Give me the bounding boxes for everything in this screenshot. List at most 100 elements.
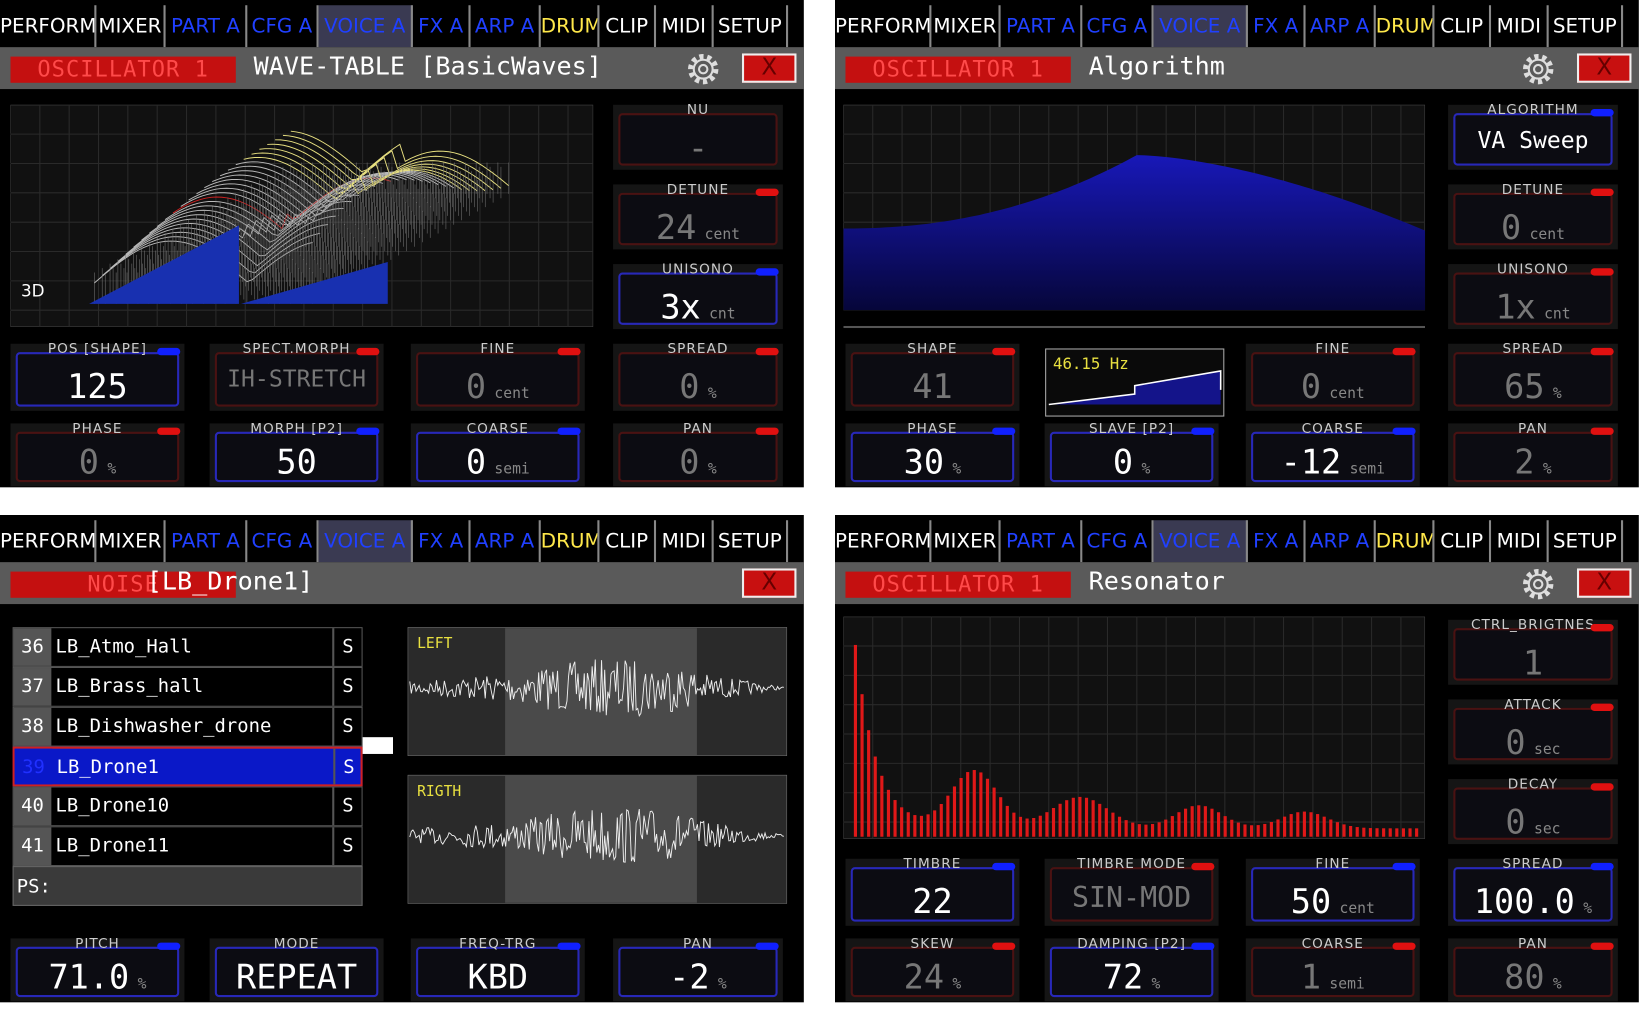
settings-icon[interactable]	[1521, 567, 1555, 601]
nav-tab[interactable]: CFG A	[247, 5, 319, 48]
control-cell[interactable]: SPREAD 0%	[613, 342, 783, 411]
control-cell[interactable]: DECAY 0 sec	[1448, 777, 1618, 845]
control-cell[interactable]: PAN -2%	[613, 936, 783, 1002]
nav-tab[interactable]: MIDI	[1491, 520, 1549, 563]
nav-tab[interactable]: VOICE A	[318, 5, 413, 48]
sample-row[interactable]: 40 LB_Drone10 S	[12, 786, 363, 827]
sample-row[interactable]: 39 LB_Drone1 S	[12, 746, 363, 787]
nav-tab[interactable]: FX A	[1248, 5, 1306, 48]
control-cell[interactable]: FINE 50 cent	[1245, 857, 1420, 926]
nav-tab[interactable]: PART A	[1001, 5, 1083, 48]
nav-tab[interactable]: DRUM	[1376, 5, 1435, 48]
nav-tab[interactable]: PERFORM	[835, 520, 932, 563]
nav-tab[interactable]: CFG A	[1082, 5, 1154, 48]
close-button[interactable]: X	[1576, 568, 1632, 598]
nav-tab[interactable]: FX A	[1248, 520, 1306, 563]
spectrum-bar	[1091, 800, 1095, 837]
control-value: 0	[1300, 366, 1322, 407]
control-cell[interactable]: SPREAD 65%	[1448, 342, 1618, 411]
sample-flag: S	[332, 668, 361, 706]
nav-tab[interactable]: CFG A	[247, 520, 319, 563]
nav-tab[interactable]: FX A	[413, 5, 471, 48]
nav-tab[interactable]: ARP A	[471, 5, 541, 48]
nav-tab[interactable]: VOICE A	[1153, 5, 1248, 48]
control-cell[interactable]: ALGORITHM VA Sweep	[1448, 103, 1618, 170]
wave-view	[407, 774, 788, 904]
close-button[interactable]: X	[741, 53, 797, 83]
control-cell[interactable]: PHASE 0%	[10, 421, 185, 487]
control-cell[interactable]: PAN 2%	[1448, 421, 1618, 487]
sample-row[interactable]: 37 LB_Brass_hall S	[12, 666, 363, 707]
control-cell[interactable]: POS [SHAPE] 125	[10, 342, 185, 411]
nav-tab[interactable]: VOICE A	[318, 520, 413, 563]
nav-tab[interactable]: CLIP	[1434, 520, 1492, 563]
nav-tab[interactable]: ARP A	[1306, 5, 1376, 48]
nav-tab[interactable]: SETUP	[714, 5, 789, 48]
control-value: 0	[1505, 722, 1526, 763]
control-cell[interactable]: PITCH 71.0%	[10, 936, 185, 1002]
control-cell[interactable]: FREQ-TRG KBD	[410, 936, 585, 1002]
nav-tab[interactable]: PART A	[166, 5, 248, 48]
preset-search[interactable]: PS:	[12, 866, 363, 906]
nav-tab[interactable]: MIDI	[656, 520, 714, 563]
control-cell[interactable]: COARSE 0 semi	[410, 421, 585, 487]
nav-tab[interactable]: SETUP	[1549, 520, 1624, 563]
control-cell[interactable]: MODE REPEAT	[209, 936, 384, 1002]
control-cell[interactable]: FINE 0 cent	[410, 342, 585, 411]
settings-icon[interactable]	[686, 52, 720, 86]
nav-tab[interactable]: PERFORM	[0, 520, 97, 563]
nav-tab[interactable]: MIDI	[656, 5, 714, 48]
nav-tab[interactable]: MIXER	[96, 5, 166, 48]
control-cell[interactable]: SLAVE [P2] 0%	[1044, 421, 1219, 487]
nav-tab[interactable]: CLIP	[599, 520, 657, 563]
nav-tab[interactable]: DRUM	[541, 5, 600, 48]
control-cell[interactable]: PAN 0%	[613, 421, 783, 487]
nav-tab[interactable]: ARP A	[471, 520, 541, 563]
nav-tab[interactable]: CLIP	[1434, 5, 1492, 48]
nav-tab[interactable]: VOICE A	[1153, 520, 1248, 563]
nav-tab[interactable]: DRUM	[1376, 520, 1435, 563]
control-cell[interactable]: PHASE 30%	[845, 421, 1020, 487]
nav-tab[interactable]: MIDI	[1491, 5, 1549, 48]
control-cell[interactable]: CTRL_BRIGTNES 1	[1448, 618, 1618, 685]
control-cell[interactable]: COARSE -12 semi	[1245, 421, 1420, 487]
sample-row[interactable]: 38 LB_Dishwasher_drone S	[12, 706, 363, 747]
nav-tab[interactable]: ARP A	[1306, 520, 1376, 563]
nav-tab[interactable]: CLIP	[599, 5, 657, 48]
control-cell[interactable]: PAN 80%	[1448, 936, 1618, 1002]
control-cell[interactable]: FINE 0 cent	[1245, 342, 1420, 411]
control-cell[interactable]: SHAPE 41	[845, 342, 1020, 411]
nav-tab[interactable]: FX A	[413, 520, 471, 563]
close-button[interactable]: X	[741, 568, 797, 598]
nav-tab[interactable]: SETUP	[714, 520, 789, 563]
control-cell[interactable]: TIMBRE MODE SIN-MOD	[1044, 857, 1219, 926]
nav-tab[interactable]: CFG A	[1082, 520, 1154, 563]
control-cell[interactable]: DETUNE 24 cent	[613, 182, 783, 250]
control-cell[interactable]: TIMBRE 22	[845, 857, 1020, 926]
nav-tab[interactable]: PERFORM	[835, 5, 932, 48]
close-button[interactable]: X	[1576, 53, 1632, 83]
nav-tab[interactable]: PART A	[166, 520, 248, 563]
nav-tab[interactable]: MIXER	[96, 520, 166, 563]
nav-tab[interactable]: PERFORM	[0, 5, 97, 48]
sample-row[interactable]: 36 LB_Atmo_Hall S	[12, 627, 363, 667]
control-cell[interactable]: UNISONO 3x cnt	[613, 262, 783, 330]
nav-tab[interactable]: SETUP	[1549, 5, 1624, 48]
control-cell[interactable]: DAMPING [P2] 72%	[1044, 936, 1219, 1002]
nav-tab[interactable]: MIXER	[931, 5, 1001, 48]
nav-tab[interactable]: PART A	[1001, 520, 1083, 563]
control-cell[interactable]: COARSE 1 semi	[1245, 936, 1420, 1002]
control-cell[interactable]: UNISONO 1x cnt	[1448, 262, 1618, 330]
control-value: -12	[1280, 442, 1342, 483]
nav-tab[interactable]: MIXER	[931, 520, 1001, 563]
control-cell[interactable]: MORPH [P2] 50	[209, 421, 384, 487]
control-cell[interactable]: ATTACK 0 sec	[1448, 697, 1618, 765]
control-cell[interactable]: NU -	[613, 103, 783, 170]
control-cell[interactable]: DETUNE 0 cent	[1448, 182, 1618, 250]
control-cell[interactable]: SKEW 24%	[845, 936, 1020, 1002]
sample-row[interactable]: 41 LB_Drone11 S	[12, 826, 363, 867]
settings-icon[interactable]	[1521, 52, 1555, 86]
control-cell[interactable]: SPREAD 100.0%	[1448, 857, 1618, 926]
nav-tab[interactable]: DRUM	[541, 520, 600, 563]
control-cell[interactable]: SPECT.MORPH IH-STRETCH	[209, 342, 384, 411]
